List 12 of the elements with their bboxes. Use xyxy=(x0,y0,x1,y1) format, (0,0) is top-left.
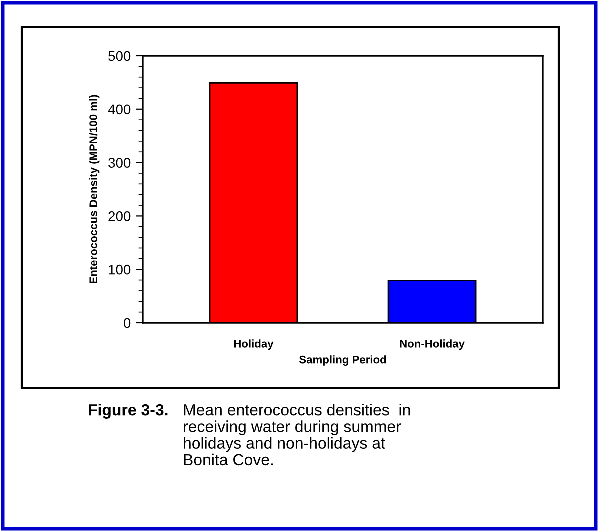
y-tick-label: 400 xyxy=(108,104,131,115)
y-axis-title: Enterococcus Density (MPN/100 ml) xyxy=(89,95,100,284)
x-axis-title: Sampling Period xyxy=(299,356,386,366)
x-tick-label: Non-Holiday xyxy=(400,340,465,350)
x-tick-label: Holiday xyxy=(234,340,274,350)
y-tick-label: 300 xyxy=(108,158,131,168)
y-tick-label: 0 xyxy=(124,318,131,328)
y-tick-label: 100 xyxy=(109,264,131,275)
caption: Figure 3-3. xyxy=(89,404,168,419)
text: Mean enterococcus densities in receiving water during summer holidays and non-holidays at Bonita Cove. xyxy=(184,404,410,466)
y-tick-label: 500 xyxy=(108,51,131,62)
y-tick-label: 200 xyxy=(108,212,131,222)
